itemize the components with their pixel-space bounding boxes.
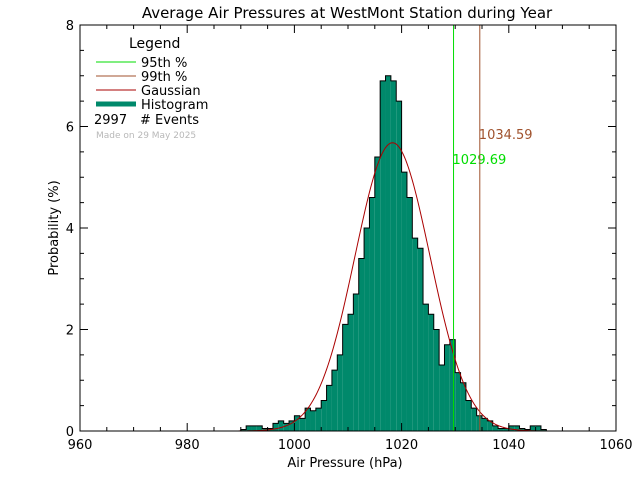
y-tick-label: 2 (66, 324, 74, 339)
histogram-bar (417, 248, 424, 431)
y-tick-label: 4 (66, 222, 74, 237)
histogram-bar (256, 425, 263, 431)
histogram-bar (412, 238, 418, 431)
y-tick-label: 8 (66, 19, 74, 34)
histogram-bar (535, 425, 541, 431)
x-tick-label: 980 (175, 438, 200, 453)
x-tick-label: 1060 (599, 438, 632, 453)
histogram-bar (283, 423, 290, 431)
percentile-label: 1034.59 (479, 128, 533, 143)
histogram-bar (289, 420, 295, 431)
histogram-bar (498, 428, 504, 431)
histogram-bar (374, 156, 381, 431)
histogram-bar (342, 324, 348, 431)
histogram (240, 75, 547, 432)
histogram-bar (540, 429, 547, 431)
histogram-bar (433, 329, 440, 431)
histogram-bar (401, 172, 407, 432)
histogram-bar (326, 385, 332, 431)
histogram-bar (272, 423, 279, 431)
events-label: # Events (140, 113, 199, 128)
histogram-bar (503, 428, 509, 431)
histogram-bar (246, 425, 252, 431)
events-count: 2997 (94, 113, 127, 128)
x-axis-label: Air Pressure (hPa) (287, 456, 402, 471)
y-tick-label: 0 (66, 425, 74, 440)
histogram-bar (358, 258, 365, 431)
y-tick-label: 6 (66, 121, 74, 136)
histogram-bar (390, 80, 397, 431)
histogram-bar (348, 314, 354, 431)
histogram-bar (380, 80, 386, 431)
histogram-bar (396, 101, 402, 431)
histogram-bar (492, 425, 499, 431)
legend-label: 99th % (141, 70, 187, 85)
legend-label: 95th % (141, 56, 187, 71)
histogram-bar (353, 293, 359, 431)
histogram-bar (294, 415, 300, 431)
histogram-bar (385, 75, 391, 431)
legend-label: Histogram (141, 98, 208, 113)
histogram-bar (482, 418, 488, 431)
histogram-bar (519, 428, 525, 431)
histogram-bar (278, 420, 284, 431)
histogram-bar (315, 408, 322, 431)
histogram-bar (364, 228, 370, 431)
histogram-outline (240, 75, 547, 431)
histogram-bar (465, 400, 472, 431)
histogram-bar (423, 304, 429, 431)
histogram-bar (455, 372, 461, 431)
histogram-bar (471, 408, 477, 431)
histogram-bar (514, 425, 520, 431)
gaussian-curve (214, 142, 574, 432)
histogram-bar (428, 314, 434, 431)
histogram-bar (251, 425, 257, 431)
legend-label: Gaussian (141, 84, 201, 99)
histogram-bar (487, 420, 493, 431)
histogram-bar (449, 339, 456, 431)
histogram-bar (444, 344, 450, 431)
axes: 960 980 1000 1020 1040 1060 0 2 4 6 8 (66, 19, 633, 453)
histogram-bar (406, 197, 413, 431)
histogram-bar (460, 382, 466, 431)
histogram-bar (337, 354, 343, 431)
x-tick-label: 1020 (385, 438, 418, 453)
histogram-bar (369, 197, 375, 431)
histogram-bar (439, 365, 445, 431)
y-axis-label: Probability (%) (47, 180, 62, 275)
histogram-bar (310, 410, 316, 431)
x-tick-label: 960 (68, 438, 93, 453)
histogram-bar (321, 400, 327, 431)
histogram-bar (530, 425, 536, 431)
histogram-bar (331, 370, 338, 431)
histogram-bar (305, 408, 311, 431)
histogram-bar (240, 429, 247, 431)
x-tick-label: 1040 (492, 438, 525, 453)
histogram-bar (508, 425, 515, 431)
x-tick-label: 1000 (278, 438, 311, 453)
legend-title: Legend (129, 36, 180, 52)
made-on-note: Made on 29 May 2025 (96, 131, 196, 141)
chart-title: Average Air Pressures at WestMont Statio… (142, 4, 553, 22)
gaussian-line (214, 142, 574, 432)
histogram-bar (299, 418, 306, 431)
